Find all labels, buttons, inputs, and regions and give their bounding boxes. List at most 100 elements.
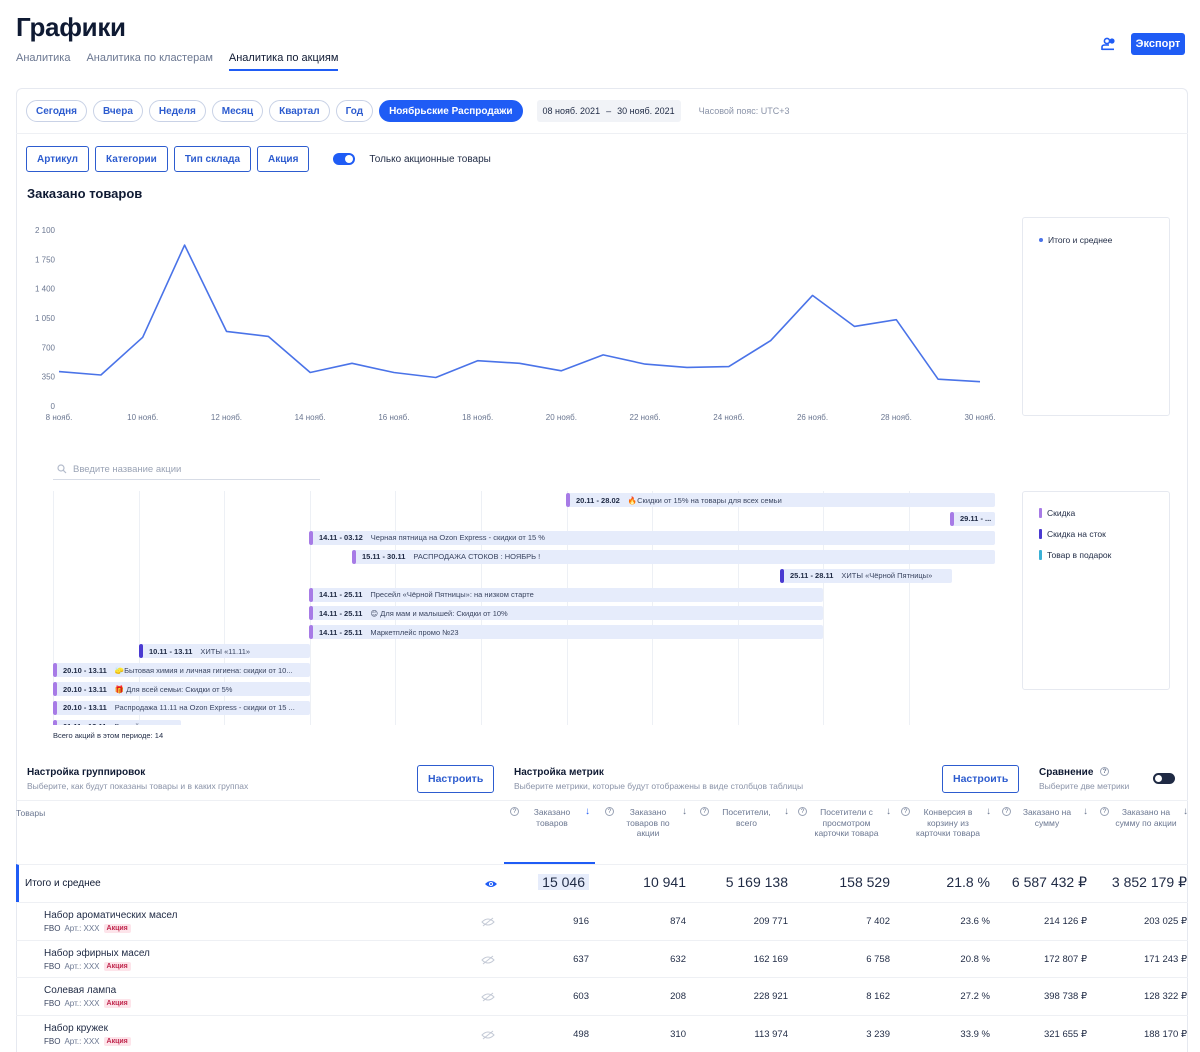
comparison-toggle[interactable]	[1153, 773, 1175, 784]
product-name[interactable]: Набор эфирных масел	[44, 947, 150, 959]
only-promo-toggle[interactable]	[333, 153, 356, 165]
promo-bar[interactable]: 20.10 - 13.11 🎁 Для всей семьи: Скидки от…	[53, 682, 310, 696]
table-row[interactable]: Солевая лампа FBO Арт.: XXX Акция 603 208 228 …	[16, 977, 1188, 1015]
analytics-card	[16, 88, 1188, 1052]
help-icon[interactable]: ?	[700, 807, 709, 816]
table-cell: 6 758	[866, 953, 890, 965]
eye-off-icon[interactable]	[481, 917, 495, 927]
column-header[interactable]: ? Посетители, всего ↓	[700, 806, 789, 828]
promo-type-marker	[950, 511, 954, 526]
column-header[interactable]: ? Посетители с просмотром карточки товара…	[798, 806, 891, 839]
period-week[interactable]: Неделя	[148, 100, 206, 122]
eye-off-icon[interactable]	[481, 992, 495, 1002]
promo-legend-item[interactable]: Скидка	[1039, 508, 1075, 518]
promo-bar[interactable]: 10.11 - 13.11 ХИТЫ «11.11»	[139, 644, 310, 659]
eye-off-icon[interactable]	[481, 1030, 495, 1040]
user-badge-icon[interactable]	[1100, 36, 1116, 52]
filter-promo-button[interactable]: Акция	[257, 146, 310, 172]
comparison-subtitle: Выберите две метрики	[1039, 781, 1130, 791]
article-number: Арт.: XXX	[64, 961, 100, 971]
sort-arrow-icon[interactable]: ↓	[784, 806, 789, 817]
table-cell: 214 126 ₽	[1043, 916, 1087, 927]
help-icon[interactable]: ?	[510, 807, 519, 816]
promo-dates: 14.11 - 25.11	[319, 590, 363, 599]
metrics-configure-button[interactable]: Настроить	[942, 765, 1020, 793]
promo-legend-item[interactable]: Скидка на сток	[1039, 529, 1106, 539]
period-yesterday[interactable]: Вчера	[93, 100, 143, 122]
promo-bar[interactable]: 15.11 - 30.11 РАСПРОДАЖА СТОКОВ : НОЯБРЬ …	[352, 549, 995, 564]
sort-arrow-icon[interactable]: ↓	[886, 806, 891, 817]
column-header[interactable]: ? Заказано на сумму ↓	[1002, 806, 1088, 828]
legend-item-total[interactable]: Итого и среднее	[1039, 235, 1112, 245]
sort-arrow-icon[interactable]: ↓	[585, 806, 590, 817]
product-name[interactable]: Набор ароматических масел	[44, 910, 178, 921]
promo-bar[interactable]: 14.11 - 03.12 Черная пятница на Ozon Expr…	[309, 530, 995, 545]
grouping-configure-button[interactable]: Настроить	[417, 765, 495, 793]
table-row[interactable]: Набор кружек FBO Арт.: XXX Акция 498 310 113 9…	[16, 1014, 1188, 1052]
promo-bar[interactable]: 25.11 - 28.11 ХИТЫ «Чёрной Пятницы»	[780, 568, 952, 583]
column-header[interactable]: ? Заказано на сумму по акции ↓	[1100, 806, 1188, 828]
article-number: Арт.: XXX	[64, 924, 100, 933]
table-total-row[interactable]: Итого и среднее 15 046 10 941 5 169 138 158…	[16, 864, 1188, 902]
period-quarter[interactable]: Квартал	[269, 100, 330, 122]
tab-analytics[interactable]: Аналитика	[16, 52, 71, 64]
promo-bar[interactable]: 20.10 - 13.11 🧽Бытовая химия и личная гиг…	[53, 663, 310, 678]
table-row[interactable]: Набор ароматических масел FBO Арт.: XXX Акц…	[16, 902, 1188, 940]
filter-article-button[interactable]: Артикул	[26, 146, 90, 172]
product-name[interactable]: Солевая лампа	[44, 985, 117, 996]
promo-bar[interactable]: 14.11 - 25.11 Маркетплейс промо №23	[309, 625, 823, 640]
promo-dates: 20.11 - 28.02	[576, 495, 620, 505]
sort-arrow-icon[interactable]: ↓	[1083, 806, 1088, 817]
table-row[interactable]: Набор эфирных масел FBO Арт.: XXX Акция 637 6…	[16, 939, 1188, 978]
help-icon[interactable]: ?	[901, 807, 910, 816]
promo-bar[interactable]: 20.11 - 28.02 🔥Скидки от 15% на товары дл…	[566, 493, 995, 507]
date-range-picker[interactable]: 08 нояб. 2021 – 30 нояб. 2021	[536, 100, 681, 122]
tab-promo-analytics[interactable]: Аналитика по акциям	[228, 52, 339, 71]
data-point	[142, 336, 144, 338]
period-month[interactable]: Месяц	[211, 100, 264, 122]
x-tick-label: 28 нояб.	[881, 413, 912, 422]
comparison-title: Сравнение ?	[1039, 767, 1129, 778]
export-button[interactable]: Экспорт	[1131, 33, 1185, 55]
promo-search-input[interactable]: Введите название акции	[53, 459, 320, 480]
x-tick-label: 20 нояб.	[546, 413, 577, 422]
promo-type-marker	[53, 700, 57, 715]
column-label: Заказано на сумму	[1022, 807, 1072, 828]
x-tick-label: 24 нояб.	[713, 413, 744, 422]
period-today[interactable]: Сегодня	[26, 100, 88, 122]
sort-arrow-icon[interactable]: ↓	[986, 806, 991, 817]
promo-bar[interactable]: 20.10 - 13.11 Распродажа 11.11 на Ozon Ex…	[53, 700, 310, 715]
period-year[interactable]: Год	[335, 100, 374, 122]
promo-bar[interactable]: 01.11 - 13.11 Второй месяц	[53, 719, 181, 725]
eye-icon[interactable]	[484, 879, 498, 889]
column-label: Посетители с просмотром карточки товара	[814, 807, 879, 838]
table-cell: 209 771	[753, 916, 788, 927]
period-november-sales[interactable]: Ноябрьские Распродажи	[379, 100, 523, 122]
tab-cluster-analytics[interactable]: Аналитика по кластерам	[86, 52, 213, 64]
legend-label: Итого и среднее	[1048, 235, 1113, 245]
column-header[interactable]: ? Заказано товаров по акции ↓	[605, 806, 687, 839]
filter-warehouse-type-button[interactable]: Тип склада	[173, 146, 252, 172]
promo-legend-item[interactable]: Товар в подарок	[1039, 550, 1111, 560]
help-icon[interactable]: ?	[1002, 807, 1011, 816]
eye-off-icon[interactable]	[481, 955, 495, 965]
page-title: Графики	[16, 12, 126, 42]
sort-arrow-icon[interactable]: ↓	[1183, 806, 1188, 817]
column-header[interactable]: ? Заказано товаров ↓	[510, 806, 590, 828]
data-point	[476, 360, 478, 362]
column-header[interactable]: ? Конверсия в корзину из карточки товара ↓	[901, 806, 991, 839]
promo-bar[interactable]: 29.11 - ...	[950, 511, 995, 526]
filter-categories-button[interactable]: Категории	[95, 146, 168, 172]
grouping-config: Настройка группировок Выберите, как буду…	[27, 767, 248, 791]
help-icon[interactable]: ?	[1100, 767, 1110, 776]
promo-bar[interactable]: 14.11 - 25.11 😊 Для мам и малышей: Скидки…	[309, 606, 823, 621]
promo-dates: 20.10 - 13.11	[63, 684, 107, 694]
help-icon[interactable]: ?	[798, 807, 807, 816]
help-icon[interactable]: ?	[605, 807, 614, 816]
search-icon	[57, 464, 67, 474]
data-point	[267, 335, 269, 337]
sort-arrow-icon[interactable]: ↓	[682, 806, 687, 817]
product-name[interactable]: Набор кружек	[44, 1022, 108, 1034]
help-icon[interactable]: ?	[1100, 807, 1109, 816]
promo-bar[interactable]: 14.11 - 25.11 Пресейл «Чёрной Пятницы»: н…	[309, 587, 823, 602]
